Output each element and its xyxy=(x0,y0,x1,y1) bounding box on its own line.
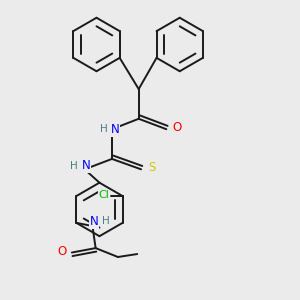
Text: H: H xyxy=(102,216,110,226)
Text: H: H xyxy=(100,124,107,134)
Text: N: N xyxy=(82,159,91,172)
Text: H: H xyxy=(70,161,78,171)
Text: O: O xyxy=(172,121,182,134)
Text: Cl: Cl xyxy=(98,190,110,200)
Text: S: S xyxy=(148,161,155,174)
Text: O: O xyxy=(58,244,67,258)
Text: N: N xyxy=(90,215,98,228)
Text: N: N xyxy=(111,123,119,136)
